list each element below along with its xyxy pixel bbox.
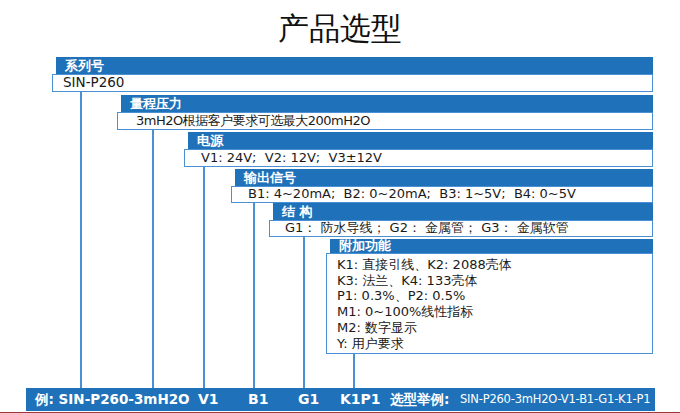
example-label: 选型举例: [390, 388, 449, 411]
addon-line: M2: 数字显示 [337, 320, 652, 336]
example-code-v: V1 [198, 388, 219, 411]
connector-line-range [152, 130, 154, 389]
section-value-range: 3mH2O根据客户要求可选最大200mH2O [117, 112, 653, 130]
connector-line-structure [303, 237, 305, 389]
section-header-output: 输出信号 [235, 169, 653, 186]
section-value-addons: K1: 直接引线、K2: 2088壳体 K3: 法兰、K4: 133壳体 P1:… [326, 253, 653, 354]
addon-line: Y: 用户要求 [337, 336, 652, 352]
example-prefix: 例: SIN-P260-3mH2O [35, 388, 190, 411]
section-value-power: V1: 24V; V2: 12V; V3±12V [184, 149, 653, 167]
example-code-b: B1 [248, 388, 268, 411]
connector-line-series [80, 92, 82, 389]
section-header-addons: 附加功能 [330, 239, 653, 253]
example-full-code: SIN-P260-3mH2O-V1-B1-G1-K1-P1 [460, 388, 650, 411]
example-code-g: G1 [298, 388, 319, 411]
addon-line: K1: 直接引线、K2: 2088壳体 [337, 257, 652, 273]
addon-line: M1: 0~100%线性指标 [337, 304, 652, 320]
page-title: 产品选型 [0, 8, 680, 50]
output-value-text: B1: 4~20mA; B2: 0~20mA; B3: 1~5V; B4: 0~… [248, 187, 652, 201]
connector-line-power [203, 167, 205, 389]
section-header-power: 电源 [188, 132, 653, 149]
addon-line: K3: 法兰、K4: 133壳体 [337, 273, 652, 289]
example-code-k: K1P1 [340, 388, 381, 411]
section-value-output: B1: 4~20mA; B2: 0~20mA; B3: 1~5V; B4: 0~… [231, 186, 653, 203]
product-selection-diagram: 产品选型 系列号 SIN-P260 量程压力 3mH2O根据客户要求可选最大20… [0, 0, 680, 413]
section-header-series: 系列号 [56, 57, 653, 74]
series-value-text: SIN-P260 [63, 75, 652, 90]
connector-line-output [253, 203, 255, 389]
structure-value-text: G1： 防水导线； G2： 金属管； G3： 金属软管 [285, 221, 652, 235]
range-value-text: 3mH2O根据客户要求可选最大200mH2O [136, 113, 652, 128]
section-header-structure: 结 构 [273, 203, 653, 220]
section-value-series: SIN-P260 [52, 74, 653, 92]
connector-line-addons [353, 354, 355, 389]
section-header-range: 量程压力 [121, 95, 653, 112]
addon-line: P1: 0.3%、P2: 0.5% [337, 288, 652, 304]
section-value-structure: G1： 防水导线； G2： 金属管； G3： 金属软管 [269, 220, 653, 237]
example-bar: 例: SIN-P260-3mH2O V1 B1 G1 K1P1 选型举例: SI… [26, 388, 655, 411]
power-value-text: V1: 24V; V2: 12V; V3±12V [201, 150, 652, 165]
